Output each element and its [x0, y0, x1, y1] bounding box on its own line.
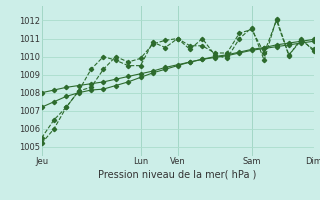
- X-axis label: Pression niveau de la mer( hPa ): Pression niveau de la mer( hPa ): [99, 169, 257, 179]
